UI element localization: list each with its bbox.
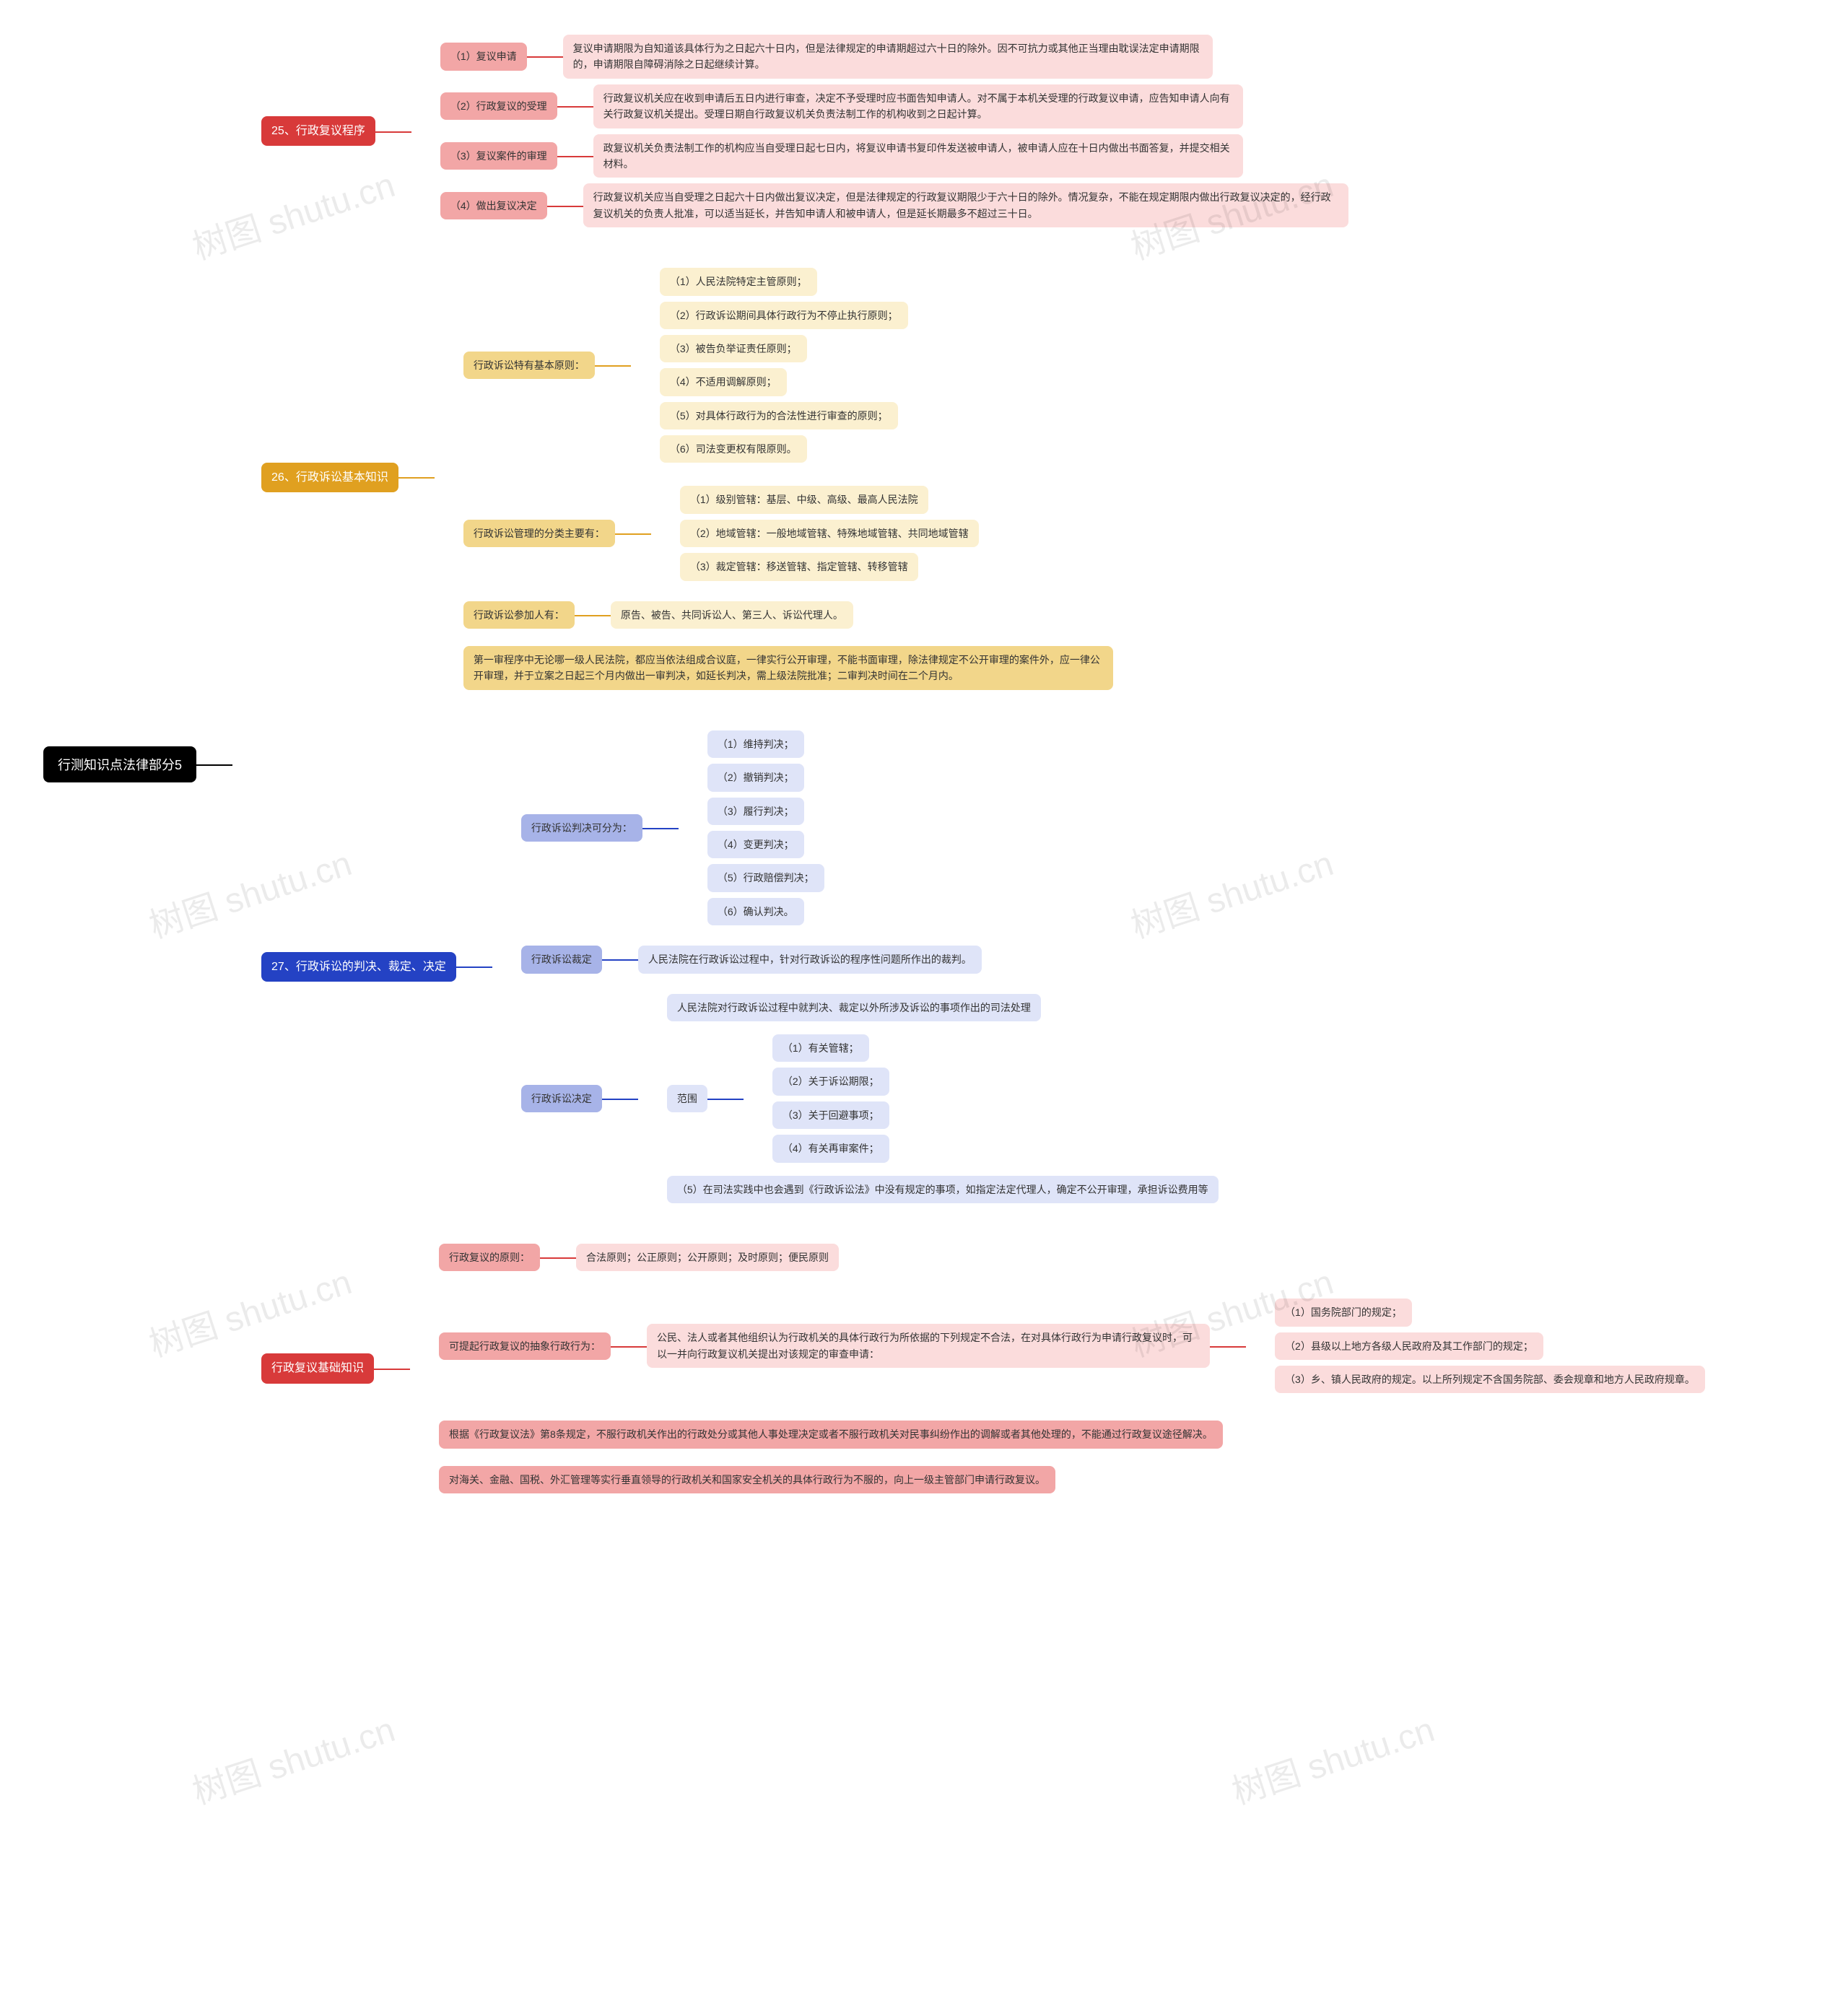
s26-jurisdiction-1: （1）级别管辖：基层、中级、高级、最高人民法院 <box>680 486 928 513</box>
s27-decision-extra: （5）在司法实践中也会遇到《行政诉讼法》中没有规定的事项，如指定法定代理人，确定… <box>667 1176 1219 1203</box>
sBase-note1: 根据《行政复议法》第8条规定，不服行政机关作出的行政处分或其他人事处理决定或者不… <box>439 1421 1223 1448</box>
s26-principle-5: （5）对具体行政行为的合法性进行审查的原则； <box>660 402 898 429</box>
sBase-scope-label: 可提起行政复议的抽象行政行为： <box>439 1332 611 1360</box>
s27-judgment-6: （6）确认判决。 <box>707 898 804 925</box>
sBase-scope-item-2: （2）县级以上地方各级人民政府及其工作部门的规定； <box>1275 1332 1543 1360</box>
sBase-scope-item-1: （1）国务院部门的规定； <box>1275 1299 1412 1326</box>
s25-item-3-desc: 政复议机关负责法制工作的机构应当自受理日起七日内，将复议申请书复印件发送被申请人… <box>593 134 1243 178</box>
watermark: 树图 shutu.cn <box>185 1701 400 1814</box>
s26-jurisdiction-label: 行政诉讼管理的分类主要有： <box>463 520 615 547</box>
s26-principle-4: （4）不适用调解原则； <box>660 368 787 396</box>
s27-decision-label: 行政诉讼决定 <box>521 1085 602 1112</box>
s27-judgment-1: （1）维持判决； <box>707 730 804 758</box>
s25-item-2-desc: 行政复议机关应在收到申请后五日内进行审查，决定不予受理时应书面告知申请人。对不属… <box>593 84 1243 128</box>
s27-decision-head: 人民法院对行政诉讼过程中就判决、裁定以外所涉及诉讼的事项作出的司法处理 <box>667 994 1041 1021</box>
s27-judgment-4: （4）变更判决； <box>707 831 804 858</box>
s26-principle-3: （3）被告负举证责任原则； <box>660 335 807 362</box>
s25-item-4-label: （4）做出复议决定 <box>440 192 547 219</box>
s26-jurisdiction-3: （3）裁定管辖：移送管辖、指定管辖、转移管辖 <box>680 553 918 580</box>
s27-ruling-desc: 人民法院在行政诉讼过程中，针对行政诉讼的程序性问题所作出的裁判。 <box>638 946 982 973</box>
s25-item-2-label: （2）行政复议的受理 <box>440 92 557 120</box>
s27-judgment-3: （3）履行判决； <box>707 798 804 825</box>
mindmap-root-container: 行测知识点法律部分5 25、行政复议程序 （1）复议申请 复议申请期限为自知道该… <box>43 29 1805 1499</box>
section-25-title: 25、行政复议程序 <box>261 116 375 147</box>
sBase-note2: 对海关、金融、国税、外汇管理等实行垂直领导的行政机关和国家安全机关的具体行政行为… <box>439 1466 1055 1493</box>
section-base-title: 行政复议基础知识 <box>261 1353 374 1384</box>
level1-children: 25、行政复议程序 （1）复议申请 复议申请期限为自知道该具体行为之日起六十日内… <box>261 29 1705 1499</box>
s27-judgment-5: （5）行政赔偿判决； <box>707 864 824 891</box>
s25-item-4-desc: 行政复议机关应当自受理之日起六十日内做出复议决定，但是法律规定的行政复议期限少于… <box>583 183 1348 227</box>
s26-participants-desc: 原告、被告、共同诉讼人、第三人、诉讼代理人。 <box>611 601 853 629</box>
s26-procedure-desc: 第一审程序中无论哪一级人民法院，都应当依法组成合议庭，一律实行公开审理，不能书面… <box>463 646 1113 690</box>
s27-scope-4: （4）有关再审案件； <box>772 1135 889 1162</box>
watermark: 树图 shutu.cn <box>1224 1701 1439 1814</box>
sBase-principles-label: 行政复议的原则： <box>439 1244 540 1271</box>
s27-scope-3: （3）关于回避事项； <box>772 1101 889 1129</box>
sBase-principles-desc: 合法原则；公正原则；公开原则；及时原则；便民原则 <box>576 1244 839 1271</box>
s26-principle-1: （1）人民法院特定主管原则； <box>660 268 817 295</box>
s27-judgment-label: 行政诉讼判决可分为： <box>521 814 642 842</box>
s26-principle-6: （6）司法变更权有限原则。 <box>660 435 807 463</box>
s26-jurisdiction-2: （2）地域管辖：一般地域管辖、特殊地域管辖、共同地域管辖 <box>680 520 979 547</box>
section-27-title: 27、行政诉讼的判决、裁定、决定 <box>261 952 456 982</box>
s26-principle-2: （2）行政诉讼期间具体行政行为不停止执行原则； <box>660 302 908 329</box>
section-26-title: 26、行政诉讼基本知识 <box>261 463 398 493</box>
root-node: 行测知识点法律部分5 <box>43 746 196 782</box>
sBase-scope-desc: 公民、法人或者其他组织认为行政机关的具体行政行为所依据的下列规定不合法，在对具体… <box>647 1324 1210 1368</box>
s25-item-3-label: （3）复议案件的审理 <box>440 142 557 170</box>
s27-judgment-2: （2）撤销判决； <box>707 764 804 791</box>
s27-scope-2: （2）关于诉讼期限； <box>772 1068 889 1095</box>
s26-principles-label: 行政诉讼特有基本原则： <box>463 352 595 379</box>
s25-item-1-desc: 复议申请期限为自知道该具体行为之日起六十日内，但是法律规定的申请期超过六十日的除… <box>563 35 1213 79</box>
s27-decision-scope-label: 范围 <box>667 1085 707 1112</box>
s26-participants-label: 行政诉讼参加人有： <box>463 601 575 629</box>
s27-ruling-label: 行政诉讼裁定 <box>521 946 602 973</box>
s27-scope-1: （1）有关管辖； <box>772 1034 869 1062</box>
s25-item-1-label: （1）复议申请 <box>440 43 527 70</box>
sBase-scope-item-3: （3）乡、镇人民政府的规定。以上所列规定不含国务院部、委会规章和地方人民政府规章… <box>1275 1366 1705 1393</box>
